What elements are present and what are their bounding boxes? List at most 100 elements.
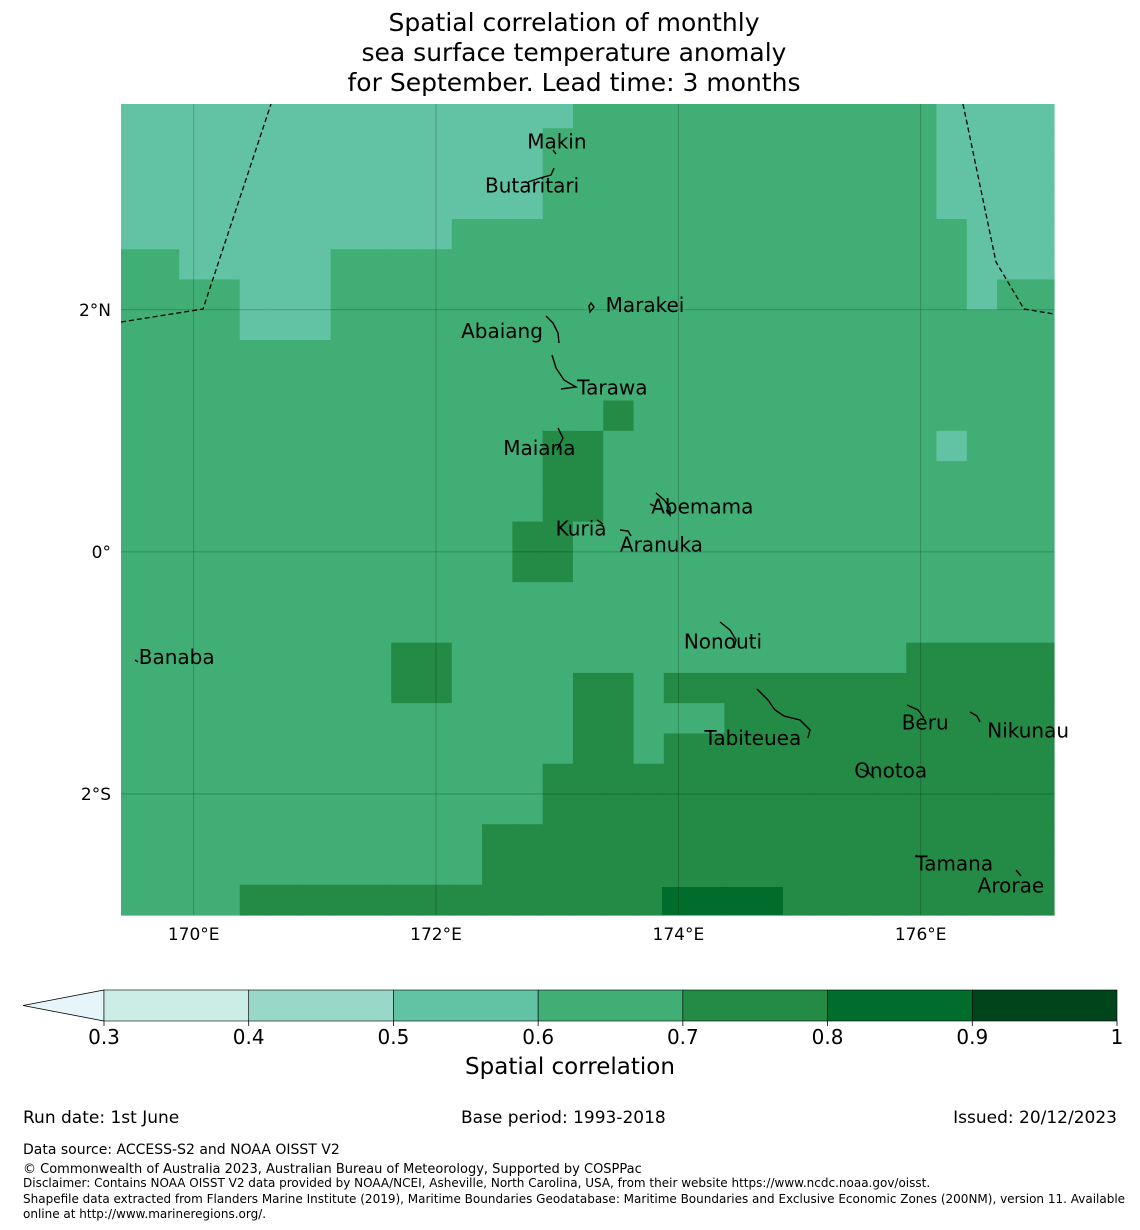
heatmap-cell	[391, 703, 423, 735]
heatmap-cell	[875, 128, 907, 160]
heatmap-cell	[451, 733, 483, 765]
heatmap-cell	[966, 279, 998, 311]
heatmap-cell	[239, 703, 271, 735]
heatmap-cell	[239, 793, 271, 825]
heatmap-cell	[724, 793, 786, 825]
heatmap-cell	[239, 763, 271, 795]
heatmap-cell	[330, 854, 392, 886]
base-period: Base period: 1993-2018	[461, 1108, 666, 1128]
heatmap-cell	[239, 551, 271, 583]
heatmap-cell	[330, 188, 392, 220]
heatmap-cell	[421, 400, 453, 432]
heatmap-cell	[603, 461, 635, 492]
heatmap-cell	[512, 642, 544, 674]
heatmap-cell	[845, 370, 877, 402]
heatmap-cell	[270, 128, 301, 160]
heatmap-cell	[603, 582, 635, 613]
heatmap-cell	[603, 400, 635, 432]
heatmap-cell	[966, 612, 998, 644]
heatmap-cell	[179, 430, 241, 462]
heatmap-cell	[875, 612, 907, 644]
heatmap-cell	[421, 884, 453, 916]
heatmap-cell	[270, 491, 301, 523]
heatmap-cell	[906, 612, 938, 644]
heatmap-cell	[482, 104, 513, 129]
heatmap-cell	[936, 582, 968, 613]
heatmap-cell	[815, 824, 847, 856]
heatmap-cell	[572, 128, 604, 160]
colorbar-extend-min	[22, 989, 105, 1022]
heatmap-cell	[330, 642, 392, 674]
heatmap-cell	[785, 491, 816, 523]
heatmap-cell	[391, 430, 423, 462]
heatmap-cell	[936, 340, 968, 371]
heatmap-cell	[724, 279, 786, 311]
heatmap-cell	[542, 279, 574, 311]
heatmap-cell	[1027, 884, 1055, 916]
heatmap-cell	[270, 430, 301, 462]
heatmap-cell	[482, 521, 513, 553]
heatmap-cell	[785, 582, 816, 613]
heatmap-cell	[785, 128, 816, 160]
heatmap-cell	[451, 104, 483, 129]
heatmap-cell	[179, 400, 241, 432]
heatmap-cell	[603, 158, 635, 190]
heatmap-cell	[936, 370, 968, 402]
heatmap-cell	[785, 309, 816, 341]
heatmap-cell	[815, 672, 847, 704]
heatmap-cell	[121, 884, 180, 916]
heatmap-cell	[121, 158, 180, 190]
heatmap-cell	[542, 218, 574, 250]
heatmap-cell	[121, 309, 180, 341]
heatmap-cell	[724, 309, 786, 341]
heatmap-cell	[482, 793, 513, 825]
heatmap-cell	[300, 370, 332, 402]
heatmap-cell	[270, 884, 301, 916]
heatmap-cell	[330, 793, 392, 825]
heatmap-cell	[300, 642, 332, 674]
heatmap-cell	[572, 249, 604, 281]
lat-tick-label: 2°N	[79, 301, 111, 321]
title-line-3: for September. Lead time: 3 months	[347, 68, 801, 97]
heatmap-cell	[936, 763, 968, 795]
heatmap-cell	[451, 309, 483, 341]
heatmap-cell	[966, 824, 998, 856]
heatmap-cell	[966, 158, 998, 190]
heatmap-cell	[785, 340, 816, 371]
heatmap-cell	[512, 279, 544, 311]
heatmap-cell	[239, 218, 271, 250]
heatmap-cell	[572, 612, 604, 644]
heatmap-cell	[482, 582, 513, 613]
heatmap-cell	[300, 128, 332, 160]
heatmap-cell	[239, 400, 271, 432]
heatmap-cell	[572, 582, 604, 613]
heatmap-cell	[542, 521, 574, 553]
heatmap-cell	[451, 249, 483, 281]
heatmap-cell	[815, 551, 847, 583]
heatmap-cell	[542, 854, 574, 886]
heatmap-cell	[966, 733, 998, 765]
heatmap-cell	[391, 582, 423, 613]
colorbar-tick-label: 0.3	[88, 1025, 120, 1049]
heatmap-cell	[845, 188, 877, 220]
heatmap-cell	[300, 672, 332, 704]
heatmap-cell	[875, 703, 907, 735]
coast-marakei	[588, 301, 595, 314]
heatmap-cell	[663, 128, 726, 160]
heatmap-cell	[300, 461, 332, 492]
heatmap-cell	[724, 854, 786, 886]
heatmap-cell	[966, 551, 998, 583]
heatmap-cell	[121, 582, 180, 613]
heatmap-cell	[572, 793, 604, 825]
heatmap-cell	[542, 158, 574, 190]
heatmap-cell	[997, 461, 1028, 492]
heatmap-cell	[179, 763, 241, 795]
heatmap-cell	[997, 763, 1028, 795]
heatmap-cell	[572, 763, 604, 795]
heatmap-cell	[815, 521, 847, 553]
heatmap-cell	[663, 430, 726, 462]
heatmap-cell	[239, 430, 271, 462]
heatmap-cell	[724, 733, 786, 765]
heatmap-cell	[300, 104, 332, 129]
heatmap-cell	[906, 884, 938, 916]
